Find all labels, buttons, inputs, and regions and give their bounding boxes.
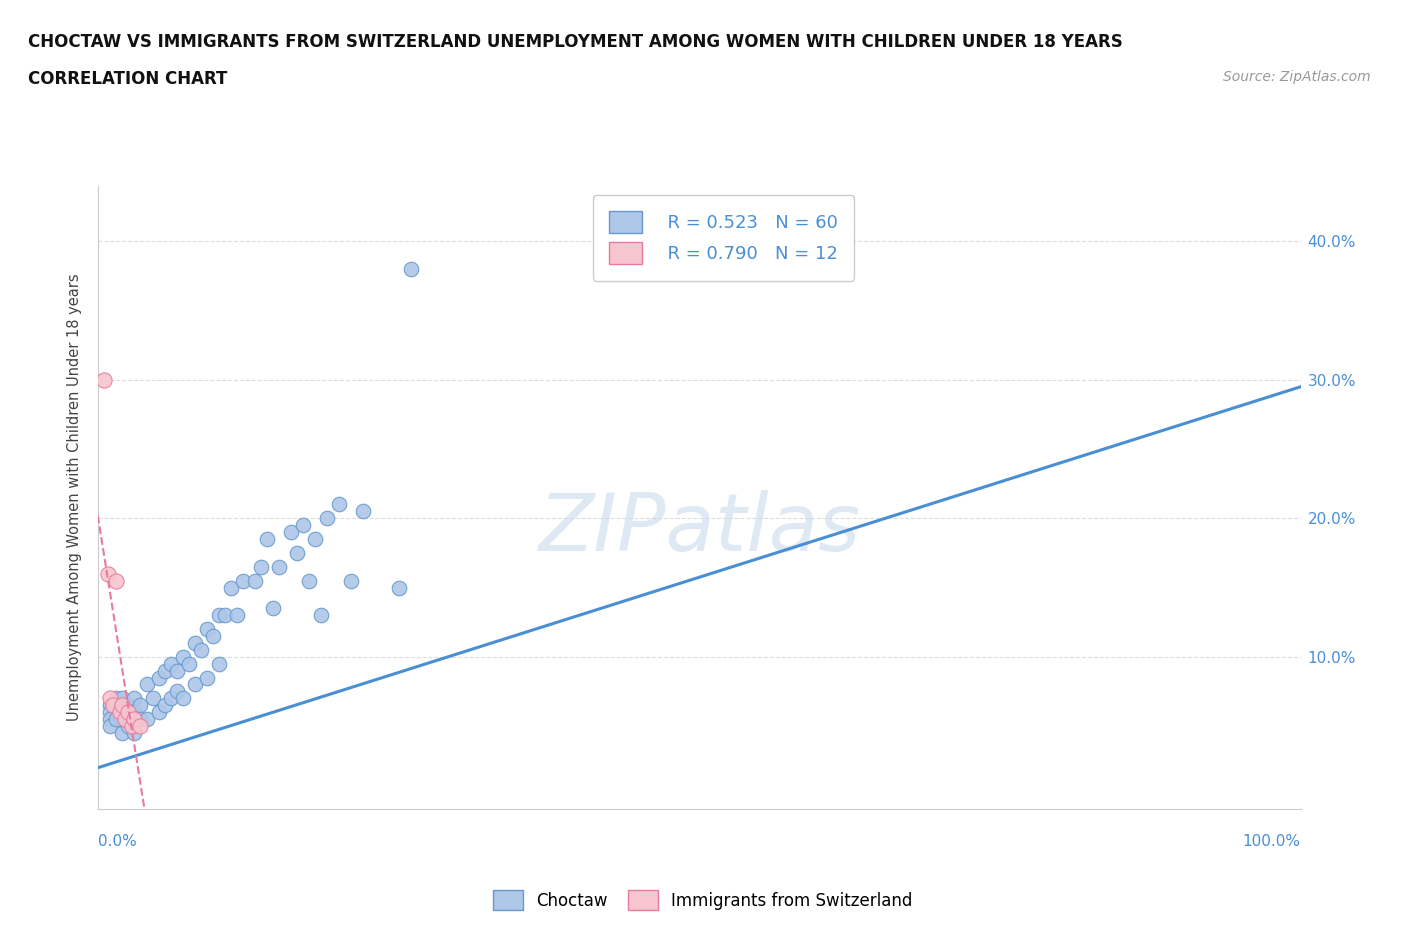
Text: ZIPatlas: ZIPatlas [538, 490, 860, 567]
Text: 100.0%: 100.0% [1243, 834, 1301, 849]
Point [111, 705, 134, 720]
Point [141, 691, 163, 706]
Point [243, 573, 266, 588]
Point [129, 719, 152, 734]
Point [117, 705, 139, 720]
Legend: Choctaw, Immigrants from Switzerland: Choctaw, Immigrants from Switzerland [486, 884, 920, 917]
Point [105, 711, 128, 726]
Point [298, 573, 321, 588]
Point [214, 608, 236, 623]
Point [195, 621, 218, 636]
Point [166, 663, 188, 678]
Text: CHOCTAW VS IMMIGRANTS FROM SWITZERLAND UNEMPLOYMENT AMONG WOMEN WITH CHILDREN UN: CHOCTAW VS IMMIGRANTS FROM SWITZERLAND U… [28, 33, 1123, 50]
Point [388, 580, 411, 595]
Point [285, 546, 308, 561]
Point [309, 608, 332, 623]
Point [153, 663, 176, 678]
Point [153, 698, 176, 712]
Point [148, 705, 170, 720]
Point [100, 705, 122, 720]
Point [124, 705, 146, 720]
Point [232, 573, 254, 588]
Point [208, 608, 231, 623]
Point [166, 684, 188, 698]
Point [201, 629, 224, 644]
Point [267, 559, 290, 574]
Point [208, 657, 231, 671]
Point [121, 719, 143, 734]
Point [135, 711, 157, 726]
Point [114, 711, 136, 726]
Point [111, 691, 134, 706]
Point [108, 705, 131, 720]
Point [124, 691, 146, 706]
Point [291, 518, 314, 533]
Text: 0.0%: 0.0% [98, 834, 138, 849]
Point [225, 608, 247, 623]
Point [172, 691, 194, 706]
Point [219, 580, 242, 595]
Y-axis label: Unemployment Among Women with Children Under 18 years: Unemployment Among Women with Children U… [67, 273, 83, 722]
Point [177, 657, 200, 671]
Point [100, 691, 122, 706]
Point [256, 532, 278, 547]
Point [105, 573, 128, 588]
Point [105, 691, 128, 706]
Point [328, 497, 350, 512]
Point [101, 698, 124, 712]
Point [195, 671, 218, 685]
Point [100, 698, 122, 712]
Text: Source: ZipAtlas.com: Source: ZipAtlas.com [1223, 70, 1371, 84]
Point [117, 719, 139, 734]
Point [159, 657, 181, 671]
Point [159, 691, 181, 706]
Point [117, 698, 139, 712]
Point [135, 677, 157, 692]
Text: CORRELATION CHART: CORRELATION CHART [28, 70, 228, 87]
Point [129, 698, 152, 712]
Point [352, 504, 374, 519]
Point [124, 711, 146, 726]
Point [111, 698, 134, 712]
Legend:   R = 0.523   N = 60,   R = 0.790   N = 12: R = 0.523 N = 60, R = 0.790 N = 12 [593, 195, 855, 281]
Point [262, 601, 284, 616]
Point [97, 566, 120, 581]
Point [117, 708, 139, 723]
Point [190, 643, 212, 658]
Point [148, 671, 170, 685]
Point [280, 525, 302, 539]
Point [183, 677, 205, 692]
Point [129, 711, 152, 726]
Point [111, 725, 134, 740]
Point [304, 532, 326, 547]
Point [340, 573, 363, 588]
Point [399, 261, 422, 276]
Point [315, 511, 337, 525]
Point [183, 635, 205, 650]
Point [124, 725, 146, 740]
Point [172, 649, 194, 664]
Point [100, 719, 122, 734]
Point [100, 711, 122, 726]
Point [249, 559, 271, 574]
Point [93, 372, 115, 387]
